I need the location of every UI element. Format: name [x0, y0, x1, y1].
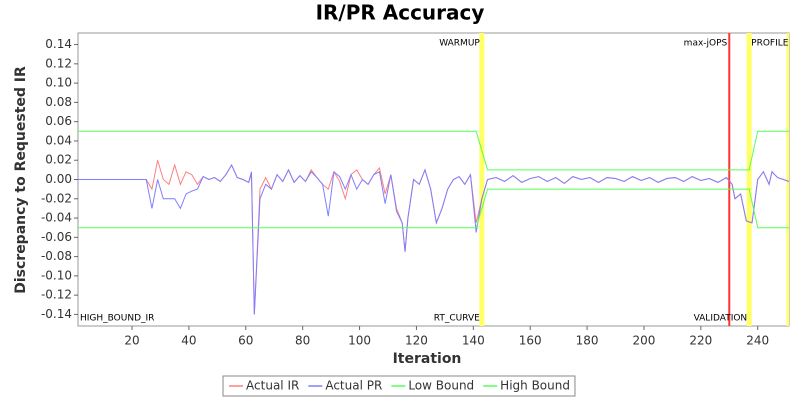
y-tick-label: 0.06 [45, 114, 72, 128]
y-tick-label: 0.00 [45, 172, 72, 186]
x-tick-label: 240 [746, 334, 769, 348]
y-tick-label: -0.08 [41, 249, 72, 263]
annotation: VALIDATION [694, 314, 748, 324]
y-tick-label: -0.14 [41, 307, 72, 321]
y-tick-label: 0.02 [45, 153, 72, 167]
series-line [78, 188, 789, 229]
y-tick-label: -0.04 [41, 211, 72, 225]
x-tick-label: 120 [405, 334, 428, 348]
legend-label: High Bound [500, 379, 570, 393]
y-tick-label: -0.12 [41, 288, 72, 302]
legend-label: Low Bound [408, 379, 474, 393]
y-tick-label: -0.02 [41, 191, 72, 205]
y-tick-label: 0.12 [45, 56, 72, 70]
plot-layer [78, 33, 789, 326]
x-tick-label: 80 [295, 334, 310, 348]
legend: Actual IR Actual PR Low Bound High Bound [222, 375, 576, 397]
y-tick-label: 0.10 [45, 76, 72, 90]
annotation: max-jOPS [684, 39, 728, 49]
y-tick-label: -0.06 [41, 230, 72, 244]
annotation: RT_CURVE [434, 314, 480, 324]
y-tick-label: -0.10 [41, 268, 72, 282]
x-tick-label: 60 [238, 334, 253, 348]
series-line [78, 130, 789, 171]
y-tick-label: 0.04 [45, 133, 72, 147]
x-tick-label: 20 [124, 334, 139, 348]
x-tick-label: 200 [633, 334, 656, 348]
x-tick-label: 180 [576, 334, 599, 348]
legend-label: Actual IR [246, 379, 299, 393]
chart-title: IR/PR Accuracy [316, 1, 485, 25]
y-axis-label: Discrepancy to Requested IR [13, 66, 29, 294]
y-tick-label: 0.14 [45, 37, 72, 51]
x-axis-label: Iteration [393, 351, 462, 367]
y-tick-label: 0.08 [45, 95, 72, 109]
annotation: PROFILE [751, 39, 789, 49]
x-tick-label: 160 [519, 334, 542, 348]
x-tick-label: 100 [348, 334, 371, 348]
plot-area [77, 32, 790, 327]
annotation: HIGH_BOUND_IR [80, 314, 154, 324]
legend-label: Actual PR [325, 379, 382, 393]
series-line [78, 163, 789, 315]
x-tick-label: 40 [181, 334, 196, 348]
annotation: WARMUP [439, 39, 480, 49]
x-tick-label: 140 [462, 334, 485, 348]
x-tick-label: 220 [689, 334, 712, 348]
